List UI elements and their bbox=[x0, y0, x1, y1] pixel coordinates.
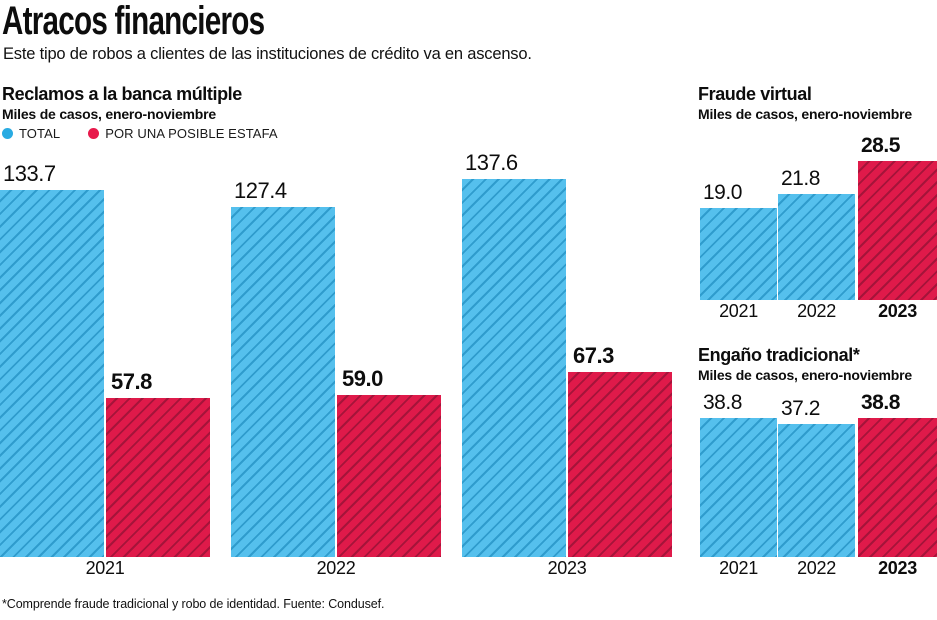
legend-dot-red-icon bbox=[88, 128, 100, 139]
legend: TOTAL POR UNA POSIBLE ESTAFA bbox=[2, 126, 298, 141]
fraude-virtual-subtitle: Miles de casos, enero-noviembre bbox=[698, 106, 912, 122]
axis-label-fraude-virtual-2021: 2021 bbox=[719, 301, 758, 321]
value-label-engano-tradicional-estafa-2023: 38.8 bbox=[861, 390, 900, 414]
legend-label-estafa: POR UNA POSIBLE ESTAFA bbox=[105, 126, 278, 141]
value-label-reclamos-banca-multiple-total-2022: 127.4 bbox=[234, 178, 287, 204]
axis-label-reclamos-banca-multiple-2022: 2022 bbox=[316, 558, 356, 578]
main-chart-title: Reclamos a la banca múltiple bbox=[2, 84, 242, 104]
page-title: Atracos financieros bbox=[2, 0, 265, 43]
legend-label-total: TOTAL bbox=[19, 126, 61, 141]
bar-reclamos-banca-multiple-estafa-2022 bbox=[337, 395, 441, 557]
bar-fraude-virtual-total-2021 bbox=[700, 207, 777, 300]
value-label-engano-tradicional-total-2022: 37.2 bbox=[781, 396, 820, 420]
value-label-reclamos-banca-multiple-estafa-2022: 59.0 bbox=[342, 366, 383, 391]
bar-fraude-virtual-estafa-2023 bbox=[858, 161, 937, 300]
axis-label-reclamos-banca-multiple-2021: 2021 bbox=[85, 558, 125, 578]
value-label-reclamos-banca-multiple-estafa-2023: 67.3 bbox=[573, 343, 614, 369]
axis-label-engano-tradicional-2023: 2023 bbox=[878, 558, 917, 578]
axis-label-reclamos-banca-multiple-2023: 2023 bbox=[547, 558, 587, 578]
value-label-fraude-virtual-estafa-2023: 28.5 bbox=[861, 134, 900, 158]
bar-engano-tradicional-total-2021 bbox=[700, 417, 777, 557]
bar-reclamos-banca-multiple-estafa-2021 bbox=[106, 398, 210, 557]
bar-engano-tradicional-estafa-2023 bbox=[858, 417, 937, 557]
legend-item-estafa: POR UNA POSIBLE ESTAFA bbox=[88, 126, 278, 141]
main-chart-subtitle: Miles de casos, enero-noviembre bbox=[2, 106, 216, 122]
page-subtitle: Este tipo de robos a clientes de las ins… bbox=[3, 45, 532, 63]
value-label-fraude-virtual-total-2021: 19.0 bbox=[703, 180, 742, 204]
value-label-reclamos-banca-multiple-total-2023: 137.6 bbox=[465, 150, 518, 176]
bar-reclamos-banca-multiple-estafa-2023 bbox=[568, 372, 672, 557]
value-label-fraude-virtual-total-2022: 21.8 bbox=[781, 167, 820, 190]
bar-reclamos-banca-multiple-total-2023 bbox=[462, 179, 566, 557]
legend-item-total: TOTAL bbox=[2, 126, 60, 141]
engano-tradicional-title: Engaño tradicional* bbox=[698, 345, 860, 365]
legend-dot-blue-icon bbox=[2, 128, 13, 139]
bar-fraude-virtual-total-2022 bbox=[778, 194, 855, 300]
bar-engano-tradicional-total-2022 bbox=[778, 423, 855, 557]
bar-reclamos-banca-multiple-total-2021 bbox=[0, 189, 104, 557]
axis-label-fraude-virtual-2022: 2022 bbox=[797, 301, 836, 321]
axis-label-engano-tradicional-2021: 2021 bbox=[719, 558, 758, 578]
value-label-reclamos-banca-multiple-total-2021: 133.7 bbox=[3, 160, 56, 186]
engano-tradicional-subtitle: Miles de casos, enero-noviembre bbox=[698, 367, 912, 383]
fraude-virtual-title: Fraude virtual bbox=[698, 84, 812, 104]
value-label-engano-tradicional-total-2021: 38.8 bbox=[703, 390, 742, 414]
footnote: *Comprende fraude tradicional y robo de … bbox=[2, 597, 385, 611]
bar-reclamos-banca-multiple-total-2022 bbox=[231, 207, 335, 557]
axis-label-engano-tradicional-2022: 2022 bbox=[797, 558, 836, 578]
axis-label-fraude-virtual-2023: 2023 bbox=[878, 301, 917, 321]
value-label-reclamos-banca-multiple-estafa-2021: 57.8 bbox=[111, 369, 152, 395]
